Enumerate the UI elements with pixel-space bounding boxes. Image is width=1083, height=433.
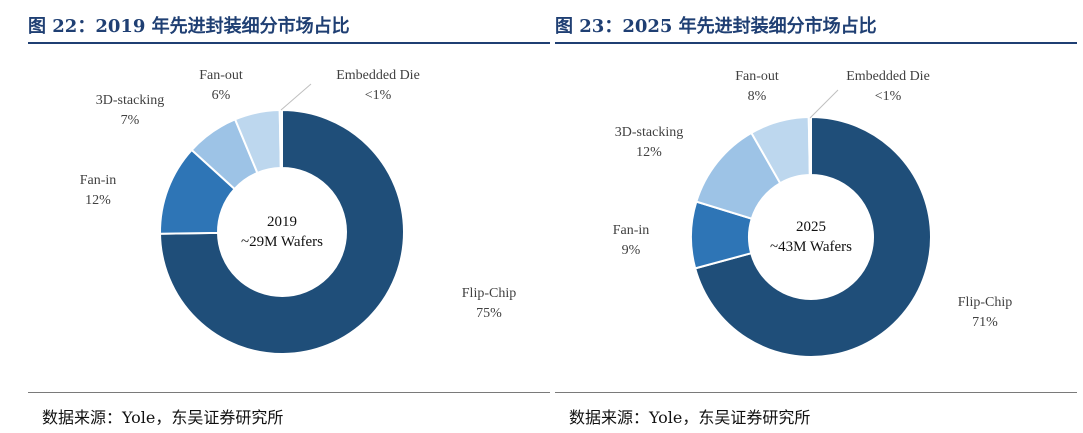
- slice-value-fan-out: 6%: [212, 88, 231, 103]
- slice-label-fan-out: Fan-out: [735, 69, 779, 84]
- leader-line: [809, 89, 839, 119]
- leader-line: [280, 83, 312, 111]
- slice-label-flip-chip: Flip-Chip: [462, 286, 516, 301]
- slice-embedded-die: [807, 115, 812, 177]
- slice-flip-chip: [158, 108, 405, 355]
- slice-embedded-die: [278, 108, 283, 170]
- source-divider: [28, 392, 550, 393]
- slice-value-embedded-die: <1%: [365, 88, 392, 103]
- slice-label-fan-in: Fan-in: [613, 223, 650, 238]
- slice-label-fan-out: Fan-out: [199, 68, 243, 83]
- slice-value-fan-out: 8%: [748, 89, 767, 104]
- slice-value-flip-chip: 71%: [972, 315, 998, 330]
- figure-23-panel: 图 23：2025 年先进封装细分市场占比 Flip-Chip 71% Fan-in…: [555, 0, 1077, 433]
- slice-flip-chip: [693, 115, 932, 358]
- slice-label-3d-stacking: 3D-stacking: [615, 125, 683, 140]
- slice-label-fan-in: Fan-in: [80, 173, 117, 188]
- slice-value-3d-stacking: 12%: [636, 145, 662, 160]
- center-volume-label: ~43M Wafers: [770, 239, 852, 255]
- slice-label-embedded-die: Embedded Die: [336, 68, 420, 83]
- slice-value-fan-in: 12%: [85, 193, 111, 208]
- figure-title: 图 23：2025 年先进封装细分市场占比: [555, 16, 877, 37]
- source-note: 数据来源：Yole，东吴证券研究所: [569, 408, 811, 427]
- figure-title: 图 22：2019 年先进封装细分市场占比: [28, 16, 350, 37]
- center-volume-label: ~29M Wafers: [241, 234, 323, 250]
- slice-value-embedded-die: <1%: [875, 89, 902, 104]
- center-year-label: 2025: [796, 219, 826, 235]
- center-year-label: 2019: [267, 214, 297, 230]
- donut-chart-2025: Flip-Chip 71% Fan-in 9% 3D-stacking 12% Fan-ou…: [613, 69, 1012, 358]
- title-divider: [555, 42, 1077, 44]
- donut-chart-2019: Flip-Chip 75% Fan-in 12% 3D-stacking 7% Fan-ou…: [80, 68, 516, 355]
- slice-label-flip-chip: Flip-Chip: [958, 295, 1012, 310]
- slice-value-fan-in: 9%: [622, 243, 641, 258]
- source-divider: [555, 392, 1077, 393]
- slice-value-flip-chip: 75%: [476, 306, 502, 321]
- slice-label-embedded-die: Embedded Die: [846, 69, 930, 84]
- title-divider: [28, 42, 550, 44]
- figure-22-panel: 图 22：2019 年先进封装细分市场占比 Flip-Chip 75% Fan-in…: [28, 0, 550, 433]
- source-note: 数据来源：Yole，东吴证券研究所: [42, 408, 284, 427]
- slice-label-3d-stacking: 3D-stacking: [96, 93, 164, 108]
- slice-value-3d-stacking: 7%: [121, 113, 140, 128]
